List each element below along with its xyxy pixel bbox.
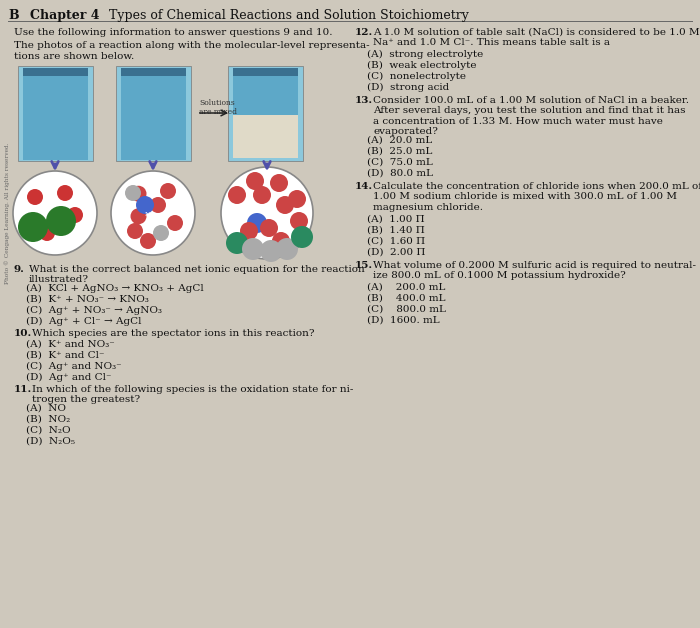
Text: (D)  80.0 mL: (D) 80.0 mL bbox=[367, 169, 433, 178]
Circle shape bbox=[167, 215, 183, 231]
Text: (D)  N₂O₅: (D) N₂O₅ bbox=[26, 437, 75, 446]
Text: Chapter 4: Chapter 4 bbox=[30, 9, 99, 22]
Text: (A)  strong electrolyte: (A) strong electrolyte bbox=[367, 50, 483, 59]
Circle shape bbox=[13, 171, 97, 255]
Text: (D)  Ag⁺ + Cl⁻ → AgCl: (D) Ag⁺ + Cl⁻ → AgCl bbox=[26, 317, 141, 326]
Circle shape bbox=[127, 223, 143, 239]
Circle shape bbox=[125, 185, 141, 201]
Circle shape bbox=[260, 240, 282, 262]
Text: Use the following information to answer questions 9 and 10.: Use the following information to answer … bbox=[14, 28, 332, 37]
Bar bbox=[26, 69, 38, 158]
Circle shape bbox=[240, 222, 258, 240]
Text: (A)  KCl + AgNO₃ → KNO₃ + AgCl: (A) KCl + AgNO₃ → KNO₃ + AgCl bbox=[26, 284, 204, 293]
Circle shape bbox=[39, 225, 55, 241]
Text: In which of the following species is the oxidation state for ni-
trogen the grea: In which of the following species is the… bbox=[32, 385, 354, 404]
Bar bbox=[23, 68, 88, 160]
Circle shape bbox=[111, 171, 195, 255]
Circle shape bbox=[247, 213, 267, 233]
Circle shape bbox=[130, 186, 146, 202]
Text: 9.: 9. bbox=[14, 265, 25, 274]
Text: Solutions
are mixed: Solutions are mixed bbox=[199, 99, 237, 116]
Circle shape bbox=[291, 226, 313, 248]
Text: What is the correct balanced net ionic equation for the reaction
illustrated?: What is the correct balanced net ionic e… bbox=[29, 265, 365, 284]
Text: (D)  Ag⁺ and Cl⁻: (D) Ag⁺ and Cl⁻ bbox=[26, 373, 111, 382]
Text: Photo © Cengage Learning. All rights reserved.: Photo © Cengage Learning. All rights res… bbox=[4, 143, 10, 284]
Text: (C)    800.0 mL: (C) 800.0 mL bbox=[367, 305, 446, 314]
Text: (B)    400.0 mL: (B) 400.0 mL bbox=[367, 294, 445, 303]
Text: (B)  K⁺ and Cl⁻: (B) K⁺ and Cl⁻ bbox=[26, 351, 104, 360]
Text: (B)  NO₂: (B) NO₂ bbox=[26, 415, 70, 424]
Text: The photos of a reaction along with the molecular-level representa-: The photos of a reaction along with the … bbox=[14, 41, 370, 50]
Circle shape bbox=[288, 190, 306, 208]
Circle shape bbox=[160, 183, 176, 199]
Bar bbox=[233, 68, 298, 115]
Circle shape bbox=[260, 219, 278, 237]
Text: 14.: 14. bbox=[355, 182, 373, 191]
Circle shape bbox=[57, 185, 73, 201]
Bar bbox=[233, 115, 298, 158]
Text: (D)  strong acid: (D) strong acid bbox=[367, 83, 449, 92]
Circle shape bbox=[270, 174, 288, 192]
Text: Consider 100.0 mL of a 1.00 M solution of NaCl in a beaker.
After several days, : Consider 100.0 mL of a 1.00 M solution o… bbox=[373, 96, 689, 136]
Circle shape bbox=[18, 212, 48, 242]
Text: (C)  Ag⁺ and NO₃⁻: (C) Ag⁺ and NO₃⁻ bbox=[26, 362, 122, 371]
Text: (D)  1600. mL: (D) 1600. mL bbox=[367, 316, 440, 325]
Text: (C)  N₂O: (C) N₂O bbox=[26, 426, 71, 435]
Circle shape bbox=[246, 172, 264, 190]
Circle shape bbox=[136, 196, 154, 214]
Text: Calculate the concentration of chloride ions when 200.0 mL of
1.00 M sodium chlo: Calculate the concentration of chloride … bbox=[373, 182, 700, 212]
Circle shape bbox=[153, 225, 169, 241]
Circle shape bbox=[140, 233, 156, 249]
Bar bbox=[23, 68, 88, 76]
Text: (C)  Ag⁺ + NO₃⁻ → AgNO₃: (C) Ag⁺ + NO₃⁻ → AgNO₃ bbox=[26, 306, 162, 315]
Text: (C)  75.0 mL: (C) 75.0 mL bbox=[367, 158, 433, 167]
Text: (A)  1.00 Π: (A) 1.00 Π bbox=[367, 215, 425, 224]
Text: A 1.0 M solution of table salt (NaCl) is considered to be 1.0 M
Na⁺ and 1.0 M Cl: A 1.0 M solution of table salt (NaCl) is… bbox=[373, 28, 699, 47]
Circle shape bbox=[290, 212, 308, 230]
Bar bbox=[124, 69, 136, 158]
Text: (B)  25.0 mL: (B) 25.0 mL bbox=[367, 147, 433, 156]
Circle shape bbox=[228, 186, 246, 204]
Text: 13.: 13. bbox=[355, 96, 373, 105]
Text: tions are shown below.: tions are shown below. bbox=[14, 52, 134, 61]
Circle shape bbox=[150, 197, 166, 213]
Text: (B)  weak electrolyte: (B) weak electrolyte bbox=[367, 61, 477, 70]
Text: (A)  K⁺ and NO₃⁻: (A) K⁺ and NO₃⁻ bbox=[26, 340, 115, 349]
Text: 10.: 10. bbox=[14, 329, 32, 338]
Text: 12.: 12. bbox=[355, 28, 373, 37]
Text: B: B bbox=[8, 9, 19, 22]
Text: NO₃: NO₃ bbox=[144, 212, 158, 217]
Text: (A)  NO: (A) NO bbox=[26, 404, 66, 413]
Circle shape bbox=[276, 196, 294, 214]
Bar bbox=[116, 66, 191, 161]
Text: 11.: 11. bbox=[14, 385, 32, 394]
Circle shape bbox=[226, 232, 248, 254]
Text: Types of Chemical Reactions and Solution Stoichiometry: Types of Chemical Reactions and Solution… bbox=[97, 9, 469, 22]
Bar bbox=[121, 68, 186, 76]
Bar bbox=[233, 68, 298, 76]
Text: (B)  K⁺ + NO₃⁻ → KNO₃: (B) K⁺ + NO₃⁻ → KNO₃ bbox=[26, 295, 149, 304]
Text: (A)    200.0 mL: (A) 200.0 mL bbox=[367, 283, 445, 292]
Bar bbox=[18, 66, 93, 161]
Circle shape bbox=[46, 206, 76, 236]
Circle shape bbox=[242, 238, 264, 260]
Circle shape bbox=[253, 186, 271, 204]
Text: What volume of 0.2000 M sulfuric acid is required to neutral-
ize 800.0 mL of 0.: What volume of 0.2000 M sulfuric acid is… bbox=[373, 261, 696, 280]
Text: Which species are the spectator ions in this reaction?: Which species are the spectator ions in … bbox=[32, 329, 314, 338]
Bar bbox=[228, 66, 303, 161]
Text: (C)  1.60 Π: (C) 1.60 Π bbox=[367, 237, 425, 246]
Circle shape bbox=[272, 232, 290, 250]
Circle shape bbox=[27, 189, 43, 205]
Circle shape bbox=[67, 207, 83, 223]
Text: (C)  nonelectrolyte: (C) nonelectrolyte bbox=[367, 72, 466, 81]
Circle shape bbox=[276, 238, 298, 260]
Text: 15.: 15. bbox=[355, 261, 373, 270]
Text: (D)  2.00 Π: (D) 2.00 Π bbox=[367, 248, 426, 257]
Text: (B)  1.40 Π: (B) 1.40 Π bbox=[367, 226, 425, 235]
Bar bbox=[121, 68, 186, 160]
Circle shape bbox=[130, 208, 146, 224]
Circle shape bbox=[221, 167, 313, 259]
Text: (A)  20.0 mL: (A) 20.0 mL bbox=[367, 136, 433, 145]
